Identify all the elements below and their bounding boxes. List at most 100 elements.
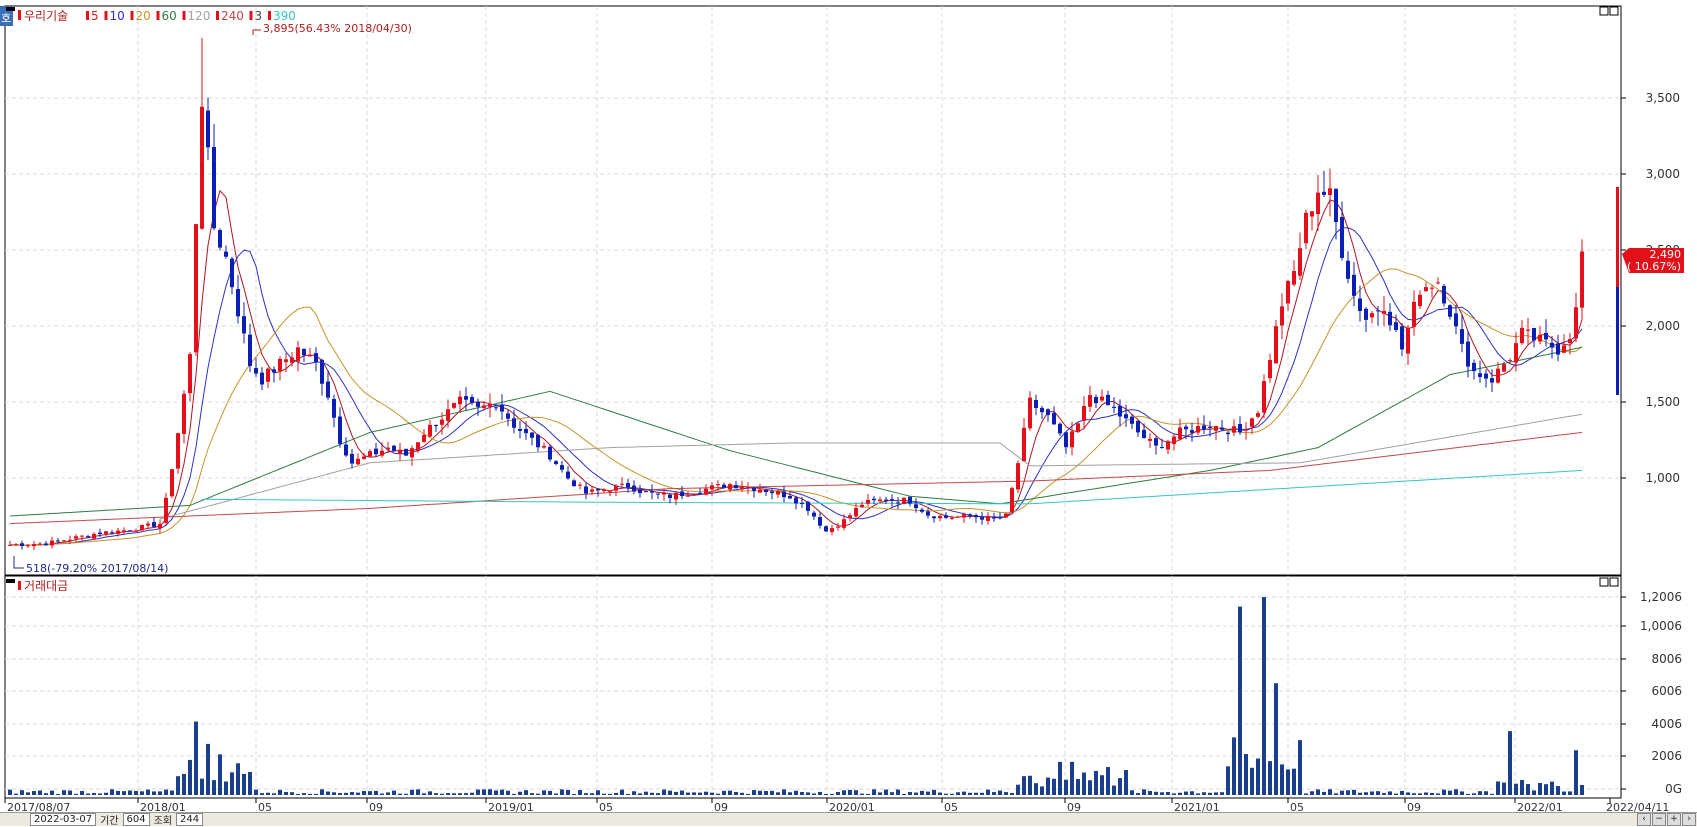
candle-body [1310,211,1314,217]
volume-bar [1130,790,1134,795]
candle-body [134,530,138,532]
volume-bar [1490,793,1494,795]
volume-bar [38,790,42,795]
candle-body [506,413,510,419]
candle-body [1208,426,1212,428]
candle-body [206,110,210,148]
volume-bar [980,792,984,795]
volume-bar [308,793,312,795]
volume-bar [1040,786,1044,795]
candle-body [884,499,888,501]
volume-bar [1334,793,1338,795]
scroll-right-icon[interactable]: › [1682,813,1696,826]
volume-y-tick-label: 1,2006 [1640,590,1682,604]
volume-bar [1496,781,1500,795]
volume-bar [356,792,360,795]
volume-bar [1274,683,1278,795]
volume-panel-menu-icon[interactable] [6,579,15,583]
corner-icon-label: 호 [1,12,11,25]
volume-bar [110,789,114,795]
x-tick-label: 09 [1067,801,1081,814]
volume-bar [212,780,216,795]
candle-body [602,489,606,491]
volume-bar [812,793,816,795]
volume-bar [1424,792,1428,795]
volume-bar [1580,784,1584,795]
candle-body [524,428,528,434]
candle-body [938,515,942,519]
candle-body [62,540,66,542]
candle-body [1502,364,1506,372]
candle-body [1412,301,1416,327]
volume-bar [1166,792,1170,795]
candle-body [1286,281,1290,304]
candle-body [650,491,654,493]
candle-body [1022,427,1026,462]
candle-body [1448,305,1452,317]
candle-body [80,535,84,537]
volume-bar [26,792,30,795]
volume-bar [50,790,54,795]
volume-bar [572,794,576,795]
volume-bar [920,790,924,795]
candle-body [1538,334,1542,342]
price-range-bar-down [1616,287,1619,395]
candle-body [1274,326,1278,364]
y-tick-label: 1,500 [1646,395,1680,409]
candle-body [1118,405,1122,417]
candle-body [1016,463,1020,490]
candle-body [1250,418,1254,427]
x-tick-label: 2020/01 [829,801,875,814]
candle-body [380,450,384,456]
view-field[interactable]: 244 [176,813,204,826]
volume-bar [938,792,942,795]
volume-bar [302,793,306,795]
volume-bar [1556,786,1560,795]
candle-body [494,407,498,409]
candle-body [1136,420,1140,433]
panel-maximize-button[interactable] [1599,6,1609,16]
volume-bar [206,743,210,795]
candle-body [1352,274,1356,296]
candle-body [1112,406,1116,408]
candle-body [644,491,648,493]
volume-bar [1400,790,1404,795]
x-tick-label: 05 [599,801,613,814]
y-tick-label: 3,000 [1646,167,1680,181]
volume-bar [800,792,804,795]
volume-bar [62,790,66,795]
candle-body [20,543,24,547]
zoom-out-icon[interactable]: − [1652,813,1666,826]
volume-bar [1316,789,1320,795]
candle-body [734,485,738,489]
current-price-label: 2,490 [1650,248,1682,261]
candle-body [1472,362,1476,372]
zoom-in-icon[interactable]: + [1667,813,1681,826]
candle-body [404,448,408,456]
volume-bar [1292,768,1296,795]
volume-bar [32,790,36,795]
scroll-left-icon[interactable]: ‹ [1637,813,1651,826]
view-label: 조회 [153,816,173,827]
date-field[interactable]: 2022-03-07 [30,813,97,826]
volume-maximize-button[interactable] [1599,577,1609,587]
candle-body [950,517,954,519]
volume-bar [1328,789,1332,795]
volume-close-button[interactable] [1609,577,1619,587]
candle-body [1190,430,1194,433]
panel-close-button[interactable] [1609,6,1619,16]
volume-bar [512,793,516,795]
volume-bar [1550,781,1554,795]
panel-menu-icon[interactable] [6,7,15,11]
candle-body [1244,429,1248,431]
candle-body [1076,423,1080,432]
period-field[interactable]: 604 [122,813,150,826]
y-tick-label: 1,000 [1646,471,1680,485]
candle-body [1544,332,1548,340]
candle-body [548,446,552,460]
candle-body [218,230,222,248]
x-tick-label: 09 [369,801,383,814]
volume-bar [824,793,828,795]
